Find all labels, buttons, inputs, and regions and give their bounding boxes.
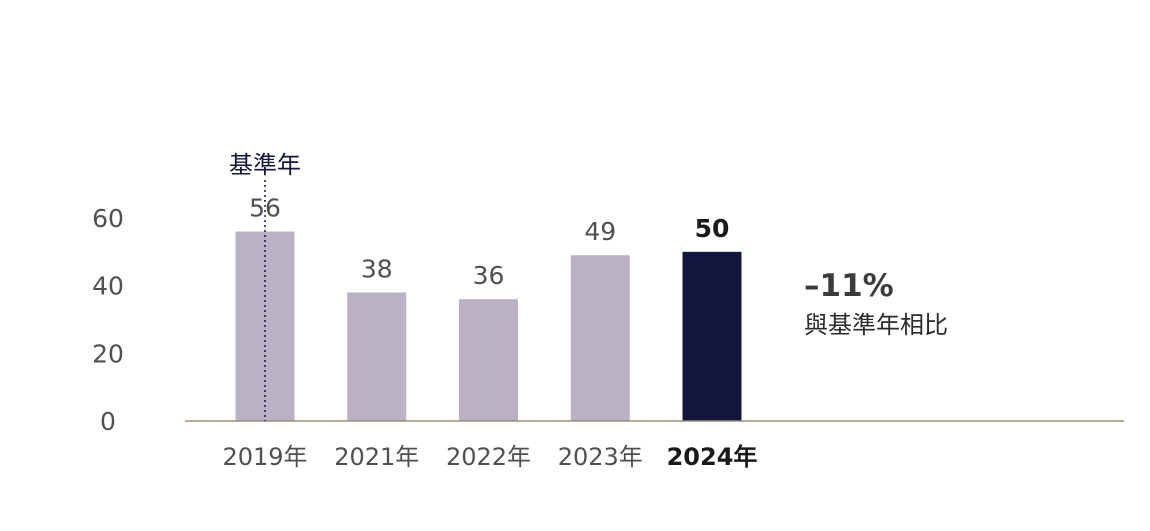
value-label: 56 (249, 194, 281, 223)
value-label: 36 (473, 261, 505, 290)
y-tick-label: 60 (92, 204, 124, 233)
change-annotation: –11% 與基準年相比 (804, 268, 948, 339)
category-label: 2023年 (558, 443, 643, 471)
value-labels: 56 38 36 49 50 (249, 194, 729, 291)
bars (235, 231, 742, 421)
change-percentage: –11% (804, 268, 894, 304)
bar-2022 (459, 299, 518, 421)
category-label: 2022年 (446, 443, 531, 471)
y-axis: 0 20 40 60 (92, 204, 124, 436)
x-axis-labels: 2019年 2021年 2022年 2023年 2024年 (222, 443, 757, 471)
y-tick-label: 20 (92, 339, 124, 368)
bar-2024 (682, 251, 742, 421)
category-label: 2024年 (667, 443, 758, 471)
value-label: 50 (695, 214, 730, 243)
category-label: 2021年 (334, 443, 419, 471)
bar-2021 (347, 292, 407, 421)
bar-2023 (570, 255, 630, 421)
change-caption: 與基準年相比 (804, 311, 948, 339)
y-tick-label: 40 (92, 272, 124, 301)
baseline-marker: 基準年 (229, 151, 301, 421)
category-label: 2019年 (222, 443, 307, 471)
y-tick-label: 0 (100, 407, 116, 436)
value-label: 49 (584, 217, 616, 246)
value-label: 38 (361, 254, 393, 283)
baseline-year-label: 基準年 (229, 151, 301, 179)
